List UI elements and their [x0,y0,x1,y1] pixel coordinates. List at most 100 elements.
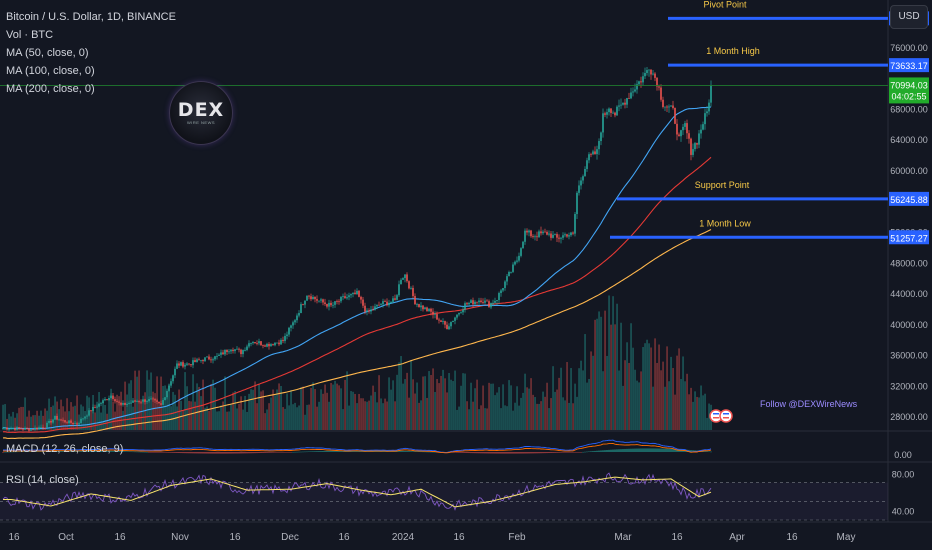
macd-bar [582,451,584,453]
volume-bar [148,379,150,430]
volume-bar [184,372,186,430]
candle-body [14,428,16,430]
candle [122,400,124,407]
volume-bar [576,396,578,430]
ma100-legend[interactable]: MA (100, close, 0) [6,65,95,77]
macd-bar [112,450,114,452]
candle-body [262,345,264,346]
candle [694,141,696,152]
candle [48,418,50,425]
candle-body [476,301,478,303]
volume-bar [344,379,346,430]
volume-bar [26,416,28,430]
macd-bar [526,452,528,454]
volume-bar [108,398,110,430]
candle-body [310,296,312,300]
candle-body [130,402,132,404]
volume-bar [284,408,286,430]
candle-body [560,237,562,239]
candle [16,425,18,431]
candle [136,399,138,402]
volume-bar [438,383,440,430]
candle-body [274,342,276,346]
candle [330,300,332,308]
macd-bar [50,450,52,452]
volume-bar [252,389,254,430]
candle-body [206,356,208,358]
volume-bar [558,377,560,430]
macd-bar [62,450,64,452]
candle [166,388,168,400]
candle-body [494,300,496,303]
volume-bar [608,295,610,430]
rsi-legend[interactable]: RSI (14, close) [6,474,79,486]
currency-button[interactable]: USD [890,5,928,29]
level-price-badge [889,230,929,245]
macd-bar [10,451,12,453]
volume-bar [12,411,14,430]
candle [116,399,118,403]
volume-bar [542,391,544,430]
candle [232,347,234,354]
volume-bar [250,389,252,430]
candle-body [362,299,364,306]
candle-body [580,180,582,186]
macd-bar [124,451,126,452]
volume-bar [528,388,530,430]
ma50-legend[interactable]: MA (50, close, 0) [6,47,89,59]
macd-bar [500,452,502,454]
volume-bar [362,398,364,430]
candle-body [266,343,268,347]
candle [396,294,398,301]
volume-bar [424,376,426,430]
macd-legend[interactable]: MACD (12, 26, close, 9) [6,443,124,455]
volume-bar [562,397,564,430]
macd-bar [186,452,188,454]
volume-bar [488,382,490,430]
candle [258,338,260,346]
candle [558,234,560,243]
macd-bar [22,451,24,452]
x-axis-tick-label: Feb [508,532,526,543]
volume-bar [674,394,676,430]
candle-body [606,112,608,115]
candle-body [506,276,508,282]
macd-bar [608,449,610,452]
volume-bar [366,401,368,430]
volume-bar [300,387,302,430]
volume-bar [600,316,602,430]
volume-bar [226,411,228,430]
volume-bar [702,395,704,430]
volume-bar [150,372,152,430]
macd-bar [178,452,180,454]
symbol-title[interactable]: Bitcoin / U.S. Dollar, 1D, BINANCE [6,11,176,23]
candle-body [428,308,430,312]
candle [342,293,344,301]
macd-bar [54,450,56,452]
volume-bar [278,383,280,430]
volume-bar [352,391,354,430]
candle [556,232,558,242]
macd-bar [470,452,472,454]
candle [312,294,314,300]
candle [676,119,678,141]
ma200-legend[interactable]: MA (200, close, 0) [6,83,95,95]
macd-bar [538,452,540,454]
macd-bar [708,451,710,453]
volume-legend[interactable]: Vol · BTC [6,29,54,41]
macd-bar [572,452,574,453]
volume-bar [614,324,616,430]
candle [318,300,320,303]
macd-bar [654,448,656,452]
volume-bar [204,407,206,430]
candle-body [518,255,520,261]
candle [512,262,514,274]
candle [444,320,446,329]
candle-body [634,89,636,92]
macd-bar [706,451,708,452]
candle-body [340,296,342,302]
candle [188,363,190,366]
level-annotation: Pivot Point [703,0,747,9]
candle-body [586,160,588,170]
